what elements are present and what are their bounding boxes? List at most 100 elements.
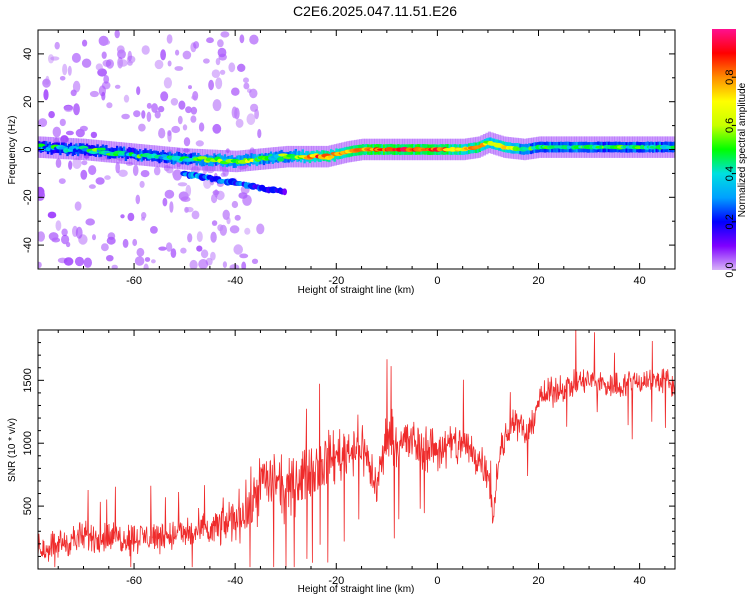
spectrogram-noise-blob: [65, 241, 71, 248]
spectrogram-x-tick-label: 20: [532, 275, 544, 287]
spectrogram-noise-blob: [106, 255, 114, 262]
spectrogram-noise-blob: [243, 82, 250, 90]
spectrogram-noise-blob: [211, 220, 218, 226]
spectrogram-noise-blob: [104, 175, 111, 180]
spectrogram-x-tick-label: -20: [328, 275, 344, 287]
spectrogram-noise-blob: [63, 257, 74, 266]
spectrogram-noise-blob: [132, 164, 139, 177]
spectrogram-noise-blob: [50, 56, 60, 61]
spectrogram-noise-blob: [241, 261, 247, 269]
spectrogram-ridge-core: [197, 156, 208, 160]
spectrogram-noise-blob: [102, 39, 111, 45]
spectrogram-noise-blob: [143, 263, 149, 269]
spectrogram-noise-blob: [118, 169, 128, 177]
spectrogram-noise-blob: [55, 220, 62, 232]
spectrogram-branch-cell: [282, 188, 288, 196]
spectrogram-noise-blob: [158, 246, 167, 251]
spectrogram-noise-blob: [52, 126, 61, 138]
spectrogram-noise-blob: [220, 172, 226, 177]
colorbar-tick-label: 0.6: [724, 118, 736, 133]
spectrogram-noise-blob: [90, 131, 98, 139]
spectrogram-noise-blob: [189, 259, 198, 269]
spectrogram-noise-blob: [95, 63, 103, 71]
spectrogram-noise-blob: [38, 189, 46, 201]
spectrogram-noise-blob: [58, 178, 66, 185]
spectrogram-noise-blob: [114, 84, 121, 89]
spectrogram-noise-blob: [67, 65, 72, 76]
spectrogram-noise-blob: [151, 259, 156, 264]
spectrogram-noise-blob: [139, 180, 145, 188]
spectrogram-noise-blob: [198, 122, 205, 132]
spectrogram-noise-blob: [114, 30, 120, 39]
spectrogram-noise-blob: [141, 212, 147, 219]
spectrogram-noise-blob: [185, 106, 192, 114]
spectrogram-noise-blob: [151, 103, 159, 113]
spectrogram-noise-blob: [193, 41, 200, 49]
spectrogram-ridge-core: [328, 155, 335, 159]
spectrogram-noise-blob: [62, 63, 68, 76]
spectrogram-noise-blob: [72, 80, 81, 93]
spectrogram-noise-blob: [196, 231, 203, 243]
spectrogram-noise-blob: [85, 218, 95, 226]
spectrogram-noise-blob: [115, 162, 120, 174]
spectrogram-noise-blob: [105, 59, 114, 69]
spectrogram-noise-blob: [59, 118, 66, 127]
spectrogram-x-axis: -60 -40 -20 0 20 40: [57, 30, 666, 287]
spectrogram-noise-blob: [187, 233, 193, 243]
spectrogram-noise-blob: [79, 125, 88, 132]
spectrogram-noise-blob: [174, 66, 184, 71]
spectrogram-noise-blob: [171, 125, 181, 134]
spectrogram-noise-blob: [208, 79, 215, 91]
spectrogram-noise-blob: [74, 201, 82, 211]
spectrogram-noise-blob: [219, 69, 226, 75]
spectrogram-ridge-core: [96, 147, 106, 151]
snr-x-tick-label: -60: [126, 575, 142, 587]
spectrogram-noise-blob: [163, 77, 172, 89]
spectrogram-noise-blob: [165, 242, 173, 252]
spectrogram-ridge-outer: [105, 145, 108, 156]
spectrogram-noise-blob: [183, 137, 191, 147]
spectrogram-noise-blob: [167, 60, 172, 67]
spectrogram-noise-blob: [226, 216, 231, 225]
spectrogram-noise-blob: [38, 231, 45, 242]
spectrogram-ridge-outer: [135, 149, 138, 160]
spectrogram-noise-blob: [47, 211, 57, 219]
spectrogram-noise-blob: [92, 234, 96, 241]
spectrogram-x-tick-label: -60: [126, 275, 142, 287]
spectrogram-noise-blob: [219, 224, 227, 236]
spectrogram-noise-blob: [229, 225, 240, 234]
spectrogram-noise-blob: [51, 237, 61, 243]
spectrogram-noise-blob: [136, 86, 141, 96]
spectrogram-noise-blob: [101, 81, 111, 90]
spectrogram-noise-blob: [160, 91, 169, 102]
spectrogram-noise-blob: [55, 158, 62, 169]
spectrogram-noise-blob: [170, 248, 177, 258]
spectrogram-noise-blob: [184, 206, 189, 213]
spectrogram-noise-blob: [75, 226, 83, 239]
spectrogram-noise-blob: [228, 62, 236, 73]
spectrogram-noise-blob: [239, 34, 245, 44]
spectrogram-noise-blob: [198, 259, 209, 269]
spectrogram-noise-blob: [89, 90, 99, 98]
spectrogram-noise-blob: [59, 76, 66, 81]
spectrogram-noise-blob: [203, 177, 212, 189]
spectrogram-noise-blob: [234, 214, 241, 221]
spectrogram-noise-blob: [169, 201, 174, 213]
spectrogram-noise-blob: [229, 264, 240, 269]
spectrogram-noise-blob: [212, 99, 222, 112]
spectrogram-noise-blob: [238, 192, 248, 199]
spectrogram-noise-blob: [170, 98, 179, 106]
spectrogram-ridge-outer: [301, 149, 304, 160]
spectrogram-y-axis: -40 -20 0 20 40: [22, 29, 675, 270]
spectrogram-noise-blob: [196, 245, 203, 252]
snr-x-axis: -60 -40 -20 0 20 40: [57, 330, 666, 587]
spectrogram-noise-blob: [116, 45, 125, 54]
spectrogram-noise-blob: [106, 102, 113, 109]
spectrogram-noise-blob: [239, 253, 249, 259]
colorbar-tick-label: 0.4: [724, 166, 736, 181]
spectrogram-noise-blob: [136, 247, 145, 257]
spectrogram-ridge-outer: [124, 150, 128, 161]
spectrogram-x-tick-label: 0: [434, 275, 440, 287]
spectrogram-noise-blob: [121, 113, 130, 120]
spectrogram-noise-blob: [101, 51, 107, 59]
